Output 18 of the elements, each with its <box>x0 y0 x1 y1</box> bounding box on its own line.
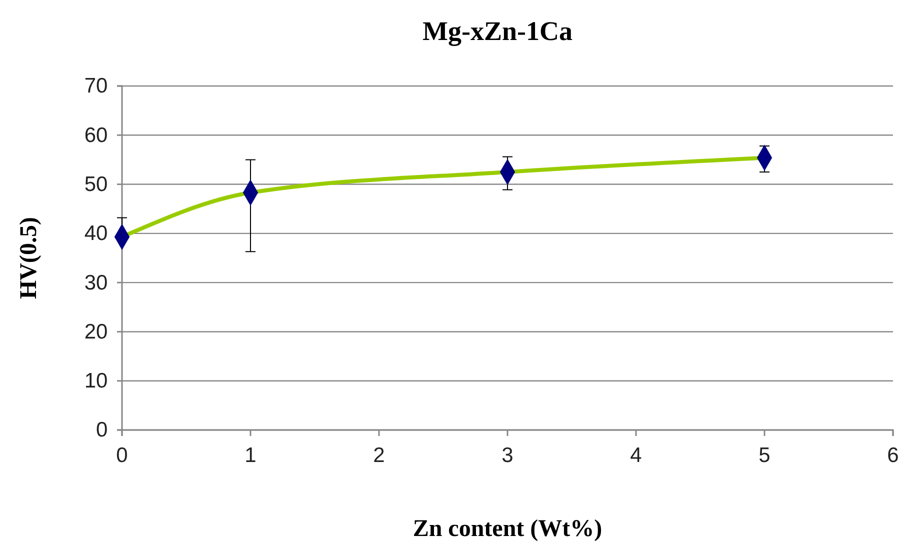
y-tick-label: 70 <box>84 74 108 98</box>
x-tick-label: 4 <box>630 444 642 468</box>
y-axis-title: HV(0.5) <box>16 217 42 299</box>
x-tick-label: 1 <box>244 444 256 468</box>
y-tick-label: 10 <box>84 370 108 393</box>
y-tick-label: 30 <box>84 271 108 294</box>
x-tick-label: 2 <box>373 444 385 468</box>
chart-title: Mg-xZn-1Ca <box>422 16 573 46</box>
y-tick-label: 50 <box>84 173 108 196</box>
x-tick-label: 0 <box>116 444 128 468</box>
x-axis-title: Zn content (Wt%) <box>412 516 602 542</box>
y-tick-label: 0 <box>96 418 108 442</box>
y-tick-label: 40 <box>84 222 108 246</box>
y-tick-label: 60 <box>84 124 108 147</box>
x-tick-label: 5 <box>758 444 770 468</box>
x-tick-label: 6 <box>887 444 899 468</box>
x-tick-label: 3 <box>502 444 514 468</box>
y-tick-label: 20 <box>84 320 108 344</box>
